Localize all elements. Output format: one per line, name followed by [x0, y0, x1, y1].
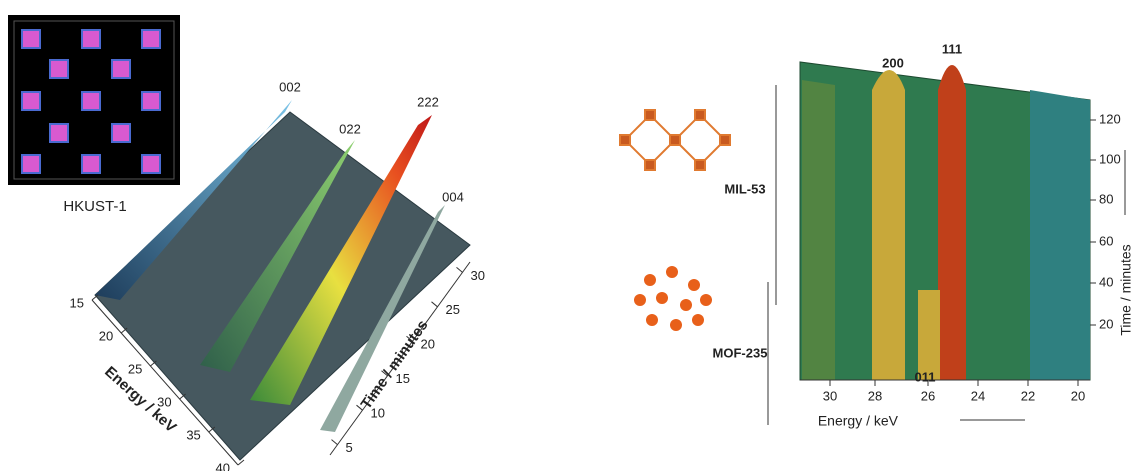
tick-mark — [120, 327, 128, 334]
tick-label: 24 — [971, 388, 985, 403]
tick-label: 120 — [1099, 111, 1121, 126]
tick-label: 40 — [1099, 274, 1113, 289]
tick-label: 40 — [216, 460, 230, 471]
tick-label: 25 — [446, 302, 460, 317]
tick-mark — [208, 426, 216, 433]
peak-label: 011 — [915, 369, 936, 384]
left-surface — [94, 100, 471, 461]
tick-label: 22 — [1021, 388, 1035, 403]
peak-label: 222 — [417, 94, 439, 109]
tick-label: 5 — [346, 440, 353, 455]
axis-label: Energy / keV — [818, 413, 899, 429]
mil53-structure — [619, 109, 731, 171]
peak-label: 004 — [442, 189, 464, 204]
tick-label: 100 — [1099, 151, 1121, 166]
tick-mark — [91, 294, 99, 301]
tick-label: 28 — [868, 388, 882, 403]
energy-axis — [91, 299, 239, 466]
tick-mark — [456, 266, 463, 273]
tick-label: 30 — [471, 268, 485, 283]
axis-label: Time / minutes — [1118, 244, 1134, 335]
tick-mark — [431, 301, 438, 308]
tick-mark — [356, 404, 363, 411]
tick-mark — [237, 459, 245, 466]
tick-label: 10 — [371, 406, 385, 421]
peak-label: 111 — [942, 41, 962, 56]
tick-label: 35 — [186, 427, 200, 442]
tick-mark — [179, 393, 186, 400]
tick-label: 60 — [1099, 233, 1113, 248]
right-surface — [799, 61, 1091, 381]
tick-label: 20 — [1099, 316, 1113, 331]
peak-label: 022 — [339, 121, 361, 136]
tick-mark — [331, 439, 338, 446]
time-axis — [329, 261, 471, 456]
tick-label: 30 — [823, 388, 837, 403]
phase-label: MIL-53 — [724, 181, 765, 196]
tick-mark — [150, 360, 157, 367]
tick-label: 15 — [396, 371, 410, 386]
tick-mark — [381, 370, 388, 377]
tick-label: 25 — [128, 361, 142, 376]
tick-label: 26 — [921, 388, 935, 403]
tick-label: 20 — [1071, 388, 1085, 403]
phase-label: MOF-235 — [713, 345, 768, 360]
tick-label: 30 — [157, 394, 171, 409]
tick-mark — [406, 335, 413, 342]
peak-label: 200 — [882, 55, 904, 70]
mof235-structure — [634, 266, 712, 331]
tick-label: 80 — [1099, 191, 1113, 206]
tick-label: 20 — [99, 328, 113, 343]
inset-label: HKUST-1 — [63, 198, 126, 215]
peak-label: 002 — [279, 79, 301, 94]
tick-label: 15 — [70, 295, 84, 310]
tick-label: 20 — [421, 337, 435, 352]
inset-structure — [8, 15, 180, 185]
